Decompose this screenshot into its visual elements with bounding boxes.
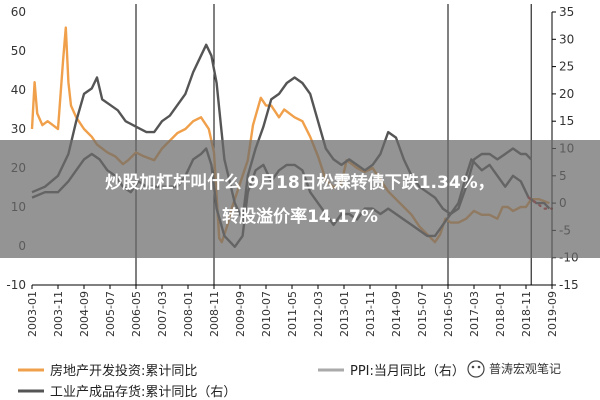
x-tick-label: 2010-07 — [260, 291, 273, 337]
left-tick-label: 50 — [11, 44, 26, 58]
x-tick-label: 2009-09 — [234, 291, 247, 337]
x-tick-label: 2017-03 — [468, 291, 481, 337]
right-tick-label: 20 — [559, 87, 574, 101]
x-tick-label: 2013-01 — [338, 291, 351, 337]
right-tick-label: 35 — [559, 5, 574, 19]
legend-label-1: PPI:当月同比（右） — [350, 364, 465, 379]
x-tick-label: 2006-05 — [130, 291, 143, 337]
legend-label-0: 房地产开发投资:累计同比 — [50, 363, 197, 379]
x-tick-label: 2012-03 — [312, 291, 325, 337]
left-tick-label: 60 — [11, 5, 26, 19]
left-tick-label: 30 — [11, 122, 26, 136]
legend-label-2: 工业产成品存货:累计同比（右） — [50, 384, 236, 400]
x-tick-label: 2003-11 — [52, 291, 65, 337]
headline-line-2: 转股溢价率14.17% — [222, 206, 378, 227]
x-tick-label: 2003-01 — [26, 291, 39, 337]
x-tick-label: 2008-01 — [182, 291, 195, 337]
right-tick-label: 25 — [559, 60, 574, 74]
wechat-icon-eye-left — [471, 365, 475, 369]
x-tick-label: 2005-07 — [104, 291, 117, 337]
x-tick-label: 2008-11 — [208, 291, 221, 337]
wechat-icon — [467, 360, 485, 378]
right-tick-label: -15 — [559, 278, 579, 292]
x-tick-label: 2007-03 — [156, 291, 169, 337]
x-tick-label: 2018-11 — [520, 291, 533, 337]
watermark: 普涛宏观笔记 — [467, 360, 561, 378]
x-tick-label: 2018-01 — [494, 291, 507, 337]
headline-banner — [0, 140, 600, 258]
wechat-icon-eye-right — [477, 365, 481, 369]
x-tick-label: 2013-11 — [364, 291, 377, 337]
x-tick-label: 2011-05 — [286, 291, 299, 337]
right-tick-label: 15 — [559, 114, 574, 128]
legend: 房地产开发投资:累计同比 PPI:当月同比（右） 工业产成品存货:累计同比（右） — [18, 363, 465, 400]
x-tick-label: 2015-07 — [416, 291, 429, 337]
watermark-text: 普涛宏观笔记 — [489, 361, 561, 376]
left-tick-label: 40 — [11, 83, 26, 97]
right-tick-label: 30 — [559, 32, 574, 46]
left-tick-label: -10 — [6, 278, 26, 292]
x-tick-label: 2016-05 — [442, 291, 455, 337]
x-tick-label: 2019-09 — [546, 291, 559, 337]
x-axis: 2003-01 2003-11 2004-09 2005-07 2006-05 2007-… — [26, 284, 559, 337]
headline-line-1: 炒股加杠杆叫什么 9月18日松霖转债下跌1.34%， — [105, 172, 494, 193]
x-tick-label: 2004-09 — [78, 291, 91, 337]
x-tick-label: 2014-09 — [390, 291, 403, 337]
